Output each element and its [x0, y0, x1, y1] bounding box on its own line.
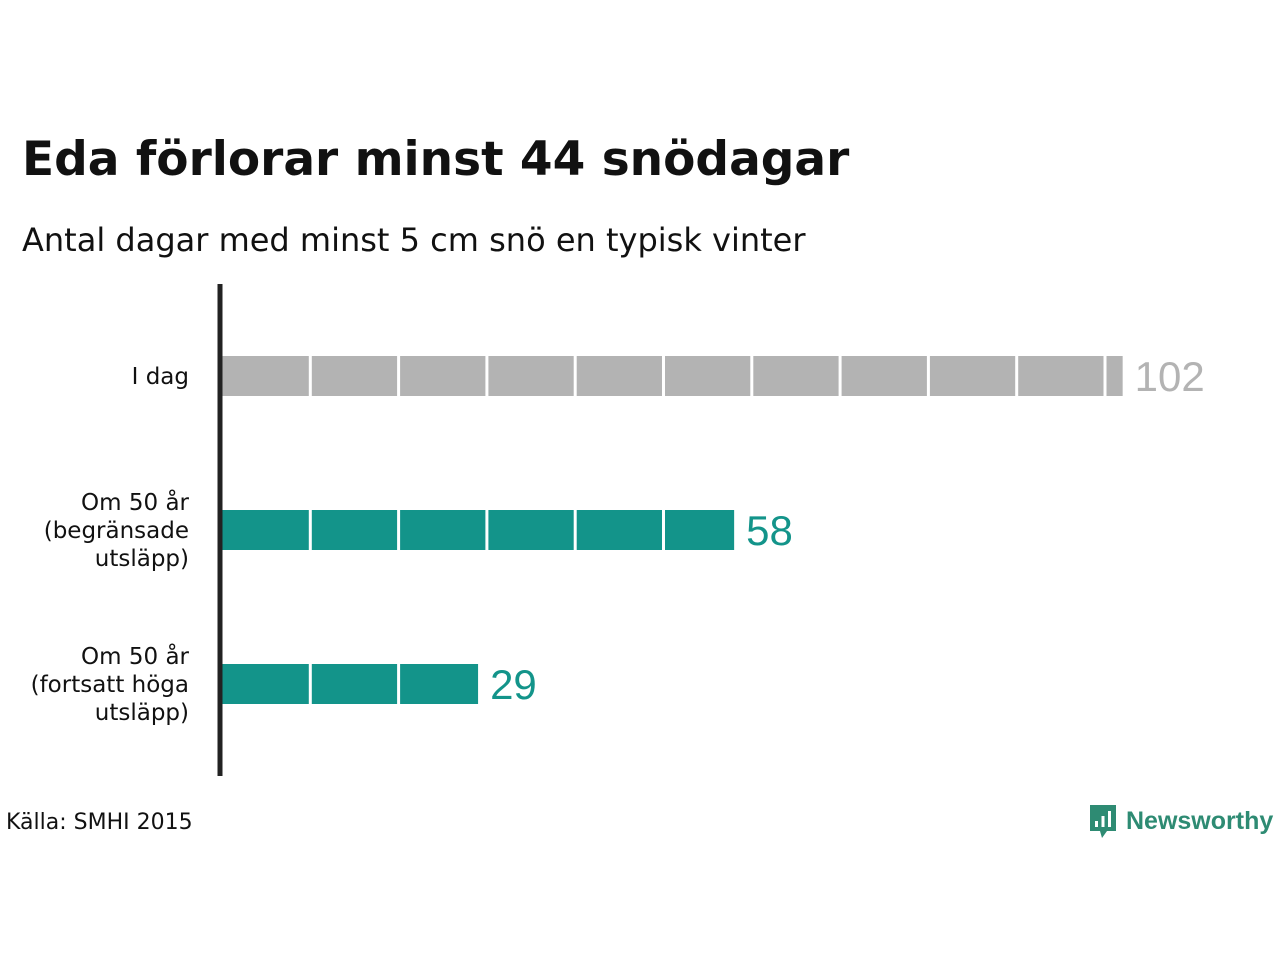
newsworthy-logo-icon — [1090, 805, 1116, 838]
bar-segment-divider — [926, 356, 930, 396]
bar-segment-divider — [1103, 356, 1107, 396]
bar — [222, 664, 479, 704]
bar-value-label: 29 — [490, 661, 537, 708]
category-label-line: utsläpp) — [95, 546, 189, 572]
bar-segment-divider — [662, 356, 665, 396]
bar-segment-divider — [573, 510, 577, 550]
bar-segment-divider — [308, 664, 312, 704]
brand-name: Newsworthy — [1126, 807, 1274, 835]
bar — [222, 356, 1123, 396]
bar-segment-divider — [308, 356, 312, 396]
source-note: Källa: SMHI 2015 — [6, 810, 193, 835]
bar-segment-divider — [1015, 356, 1019, 396]
bar-segment-divider — [397, 664, 401, 704]
bar-segment-divider — [397, 510, 401, 550]
chart-title: Eda förlorar minst 44 snödagar — [22, 132, 850, 187]
bar-segment-divider — [485, 510, 489, 550]
bar-segment-divider — [308, 510, 312, 550]
category-label: Om 50 år (fortsatt höga utsläpp) — [31, 642, 190, 726]
category-label: I dag — [132, 364, 189, 390]
bar-segment-divider — [662, 510, 665, 550]
bar-value-label: 102 — [1135, 353, 1205, 400]
category-label: Om 50 år (begränsade utsläpp) — [44, 488, 190, 572]
bar-value-label: 58 — [746, 507, 793, 554]
bar — [222, 510, 735, 550]
category-label-line: I dag — [132, 364, 189, 390]
category-label-line: utsläpp) — [95, 700, 189, 726]
newsworthy-logo: Newsworthy — [1088, 802, 1273, 840]
category-label-line: (begränsade — [44, 518, 189, 544]
category-label-line: (fortsatt höga — [31, 672, 189, 698]
category-label-line: Om 50 år — [81, 488, 189, 516]
bar-segment-divider — [838, 356, 842, 396]
category-label-line: Om 50 år — [81, 642, 189, 670]
bar-segment-divider — [750, 356, 754, 396]
chart-subtitle: Antal dagar med minst 5 cm snö en typisk… — [22, 221, 806, 259]
bar-segment-divider — [397, 356, 401, 396]
bar-segment-divider — [573, 356, 577, 396]
bar-segment-divider — [485, 356, 489, 396]
